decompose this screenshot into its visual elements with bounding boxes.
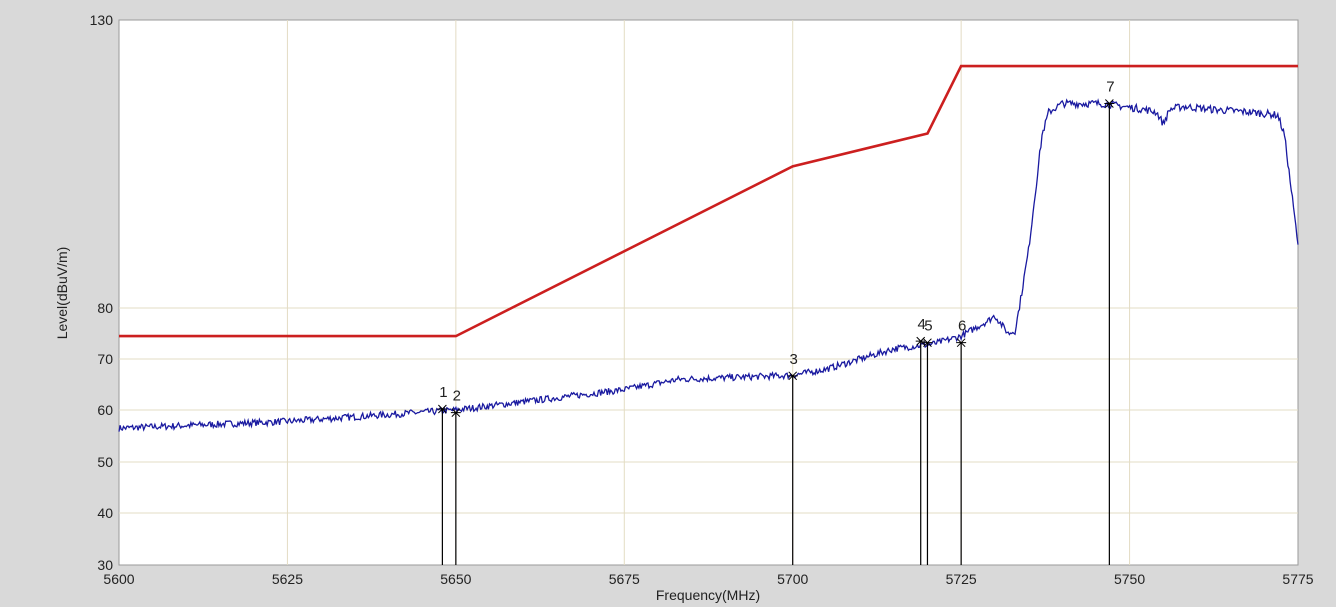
marker-4-symbol [915,336,926,346]
y-tick-label: 40 [97,505,113,521]
x-tick-label: 5600 [103,571,134,587]
x-axis-ticks: 5600 5625 5650 5675 5700 5725 5750 5775 [103,571,1313,587]
marker-layer: 1 2 3 45 6 7 [437,79,1115,565]
grid [119,20,1298,565]
x-tick-label: 5625 [272,571,303,587]
y-tick-label: 60 [97,402,113,418]
x-tick-label: 5750 [1114,571,1145,587]
x-axis-label: Frequency(MHz) [656,587,760,603]
plot-area [118,19,1299,566]
x-tick-label: 5675 [609,571,640,587]
marker-2-symbol [450,408,461,417]
y-axis-label: Level(dBuV/m) [54,247,70,340]
marker-6-symbol [956,338,967,348]
y-axis-ticks: 30 40 50 60 70 80 130 [90,12,114,573]
limit-line [119,64,1298,338]
x-tick-label: 5650 [440,571,471,587]
y-tick-label: 30 [97,557,113,573]
y-tick-label: 80 [97,300,113,316]
series-layer [118,64,1299,432]
y-tick-label: 50 [97,454,113,470]
x-tick-label: 5775 [1282,571,1313,587]
marker-3-label: 3 [790,351,798,368]
x-tick-label: 5700 [777,571,808,587]
marker-5-symbol [922,338,933,348]
marker-2-label: 2 [453,388,461,405]
y-tick-label: 70 [97,351,113,367]
marker-1-symbol [437,404,448,414]
marker-7-symbol [1104,99,1115,108]
marker-5-label: 5 [924,318,932,335]
x-tick-label: 5725 [946,571,977,587]
marker-6-label: 6 [958,318,966,335]
marker-3-symbol [787,371,798,381]
measurement-trace [118,98,1299,432]
marker-7-label: 7 [1106,79,1114,96]
marker-4-label: 4 [918,316,926,333]
marker-1-label: 1 [439,384,447,401]
y-tick-label: 130 [90,12,114,28]
